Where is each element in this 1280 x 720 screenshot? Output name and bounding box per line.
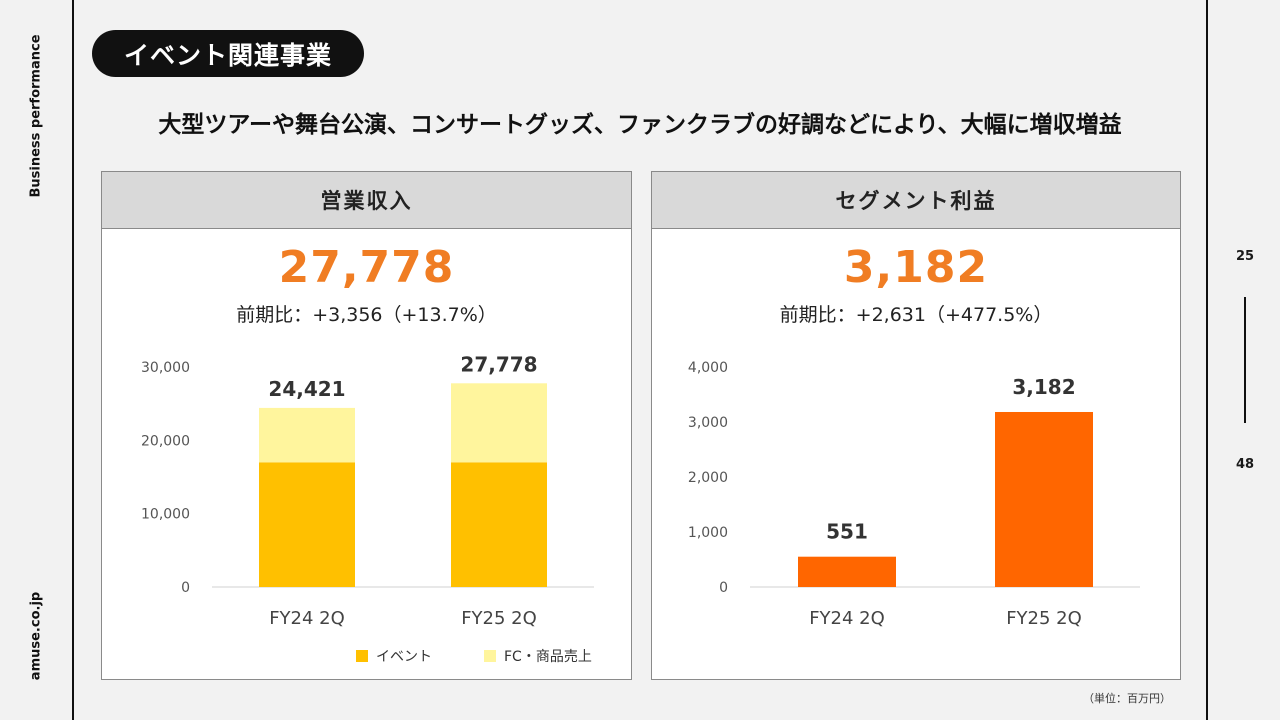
revenue-total-label: 27,778 bbox=[460, 352, 537, 376]
profit-x-tick-label: FY24 2Q bbox=[809, 608, 885, 629]
revenue-y-tick-label: 0 bbox=[181, 580, 190, 596]
profit-value-label: 3,182 bbox=[1012, 375, 1075, 399]
revenue-panel-title: 営業収入 bbox=[102, 172, 631, 229]
revenue-y-tick-label: 10,000 bbox=[141, 507, 190, 523]
page-current: 25 bbox=[1235, 249, 1255, 264]
headline: 大型ツアーや舞台公演、コンサートグッズ、ファンクラブの好調などにより、大幅に増収… bbox=[158, 112, 1122, 138]
revenue-x-tick-label: FY25 2Q bbox=[461, 608, 537, 629]
profit-chart: 0 1,000 2,000 3,000 4,000 551 FY24 2Q 3,182 FY25… bbox=[688, 360, 1140, 629]
revenue-legend-swatch bbox=[484, 650, 496, 662]
revenue-bar-fc-goods bbox=[259, 407, 355, 463]
unit-note: （単位：百万円） bbox=[1083, 692, 1171, 705]
profit-panel-title: セグメント利益 bbox=[652, 172, 1180, 229]
profit-y-tick-label: 1,000 bbox=[688, 525, 728, 541]
revenue-legend-swatch bbox=[356, 650, 368, 662]
profit-value: 3,182 bbox=[843, 242, 989, 293]
revenue-x-tick-label: FY24 2Q bbox=[269, 608, 345, 629]
profit-y-tick-label: 0 bbox=[719, 580, 728, 596]
revenue-total-label: 24,421 bbox=[268, 377, 345, 401]
section-title: イベント関連事業 bbox=[92, 30, 364, 77]
revenue-value: 27,778 bbox=[278, 242, 455, 293]
left-divider bbox=[72, 0, 74, 720]
profit-y-tick-label: 3,000 bbox=[688, 415, 728, 431]
revenue-panel: 営業収入 27,778 前期比：+3,356（+13.7%） 0 10,000 20… bbox=[101, 171, 632, 680]
revenue-y-tick-label: 30,000 bbox=[141, 360, 190, 376]
profit-panel: セグメント利益 3,182 前期比：+2,631（+477.5%） 0 1,000… bbox=[651, 171, 1181, 680]
revenue-legend-label: FC・商品売上 bbox=[504, 649, 592, 665]
side-label-site: amuse.co.jp bbox=[28, 591, 44, 681]
right-divider bbox=[1206, 0, 1208, 720]
page-indicator-bar bbox=[1244, 297, 1246, 423]
profit-yoy: 前期比：+2,631（+477.5%） bbox=[779, 304, 1053, 326]
profit-y-tick-label: 2,000 bbox=[688, 470, 728, 486]
revenue-yoy: 前期比：+3,356（+13.7%） bbox=[236, 304, 497, 326]
profit-bar bbox=[995, 411, 1093, 587]
profit-bar bbox=[798, 556, 896, 587]
profit-x-tick-label: FY25 2Q bbox=[1006, 608, 1082, 629]
side-label-business-performance: Business performance bbox=[28, 34, 44, 198]
revenue-bar-fc-goods bbox=[451, 383, 547, 463]
revenue-bar-event bbox=[451, 462, 547, 587]
profit-y-tick-label: 4,000 bbox=[688, 360, 728, 376]
revenue-legend-label: イベント bbox=[376, 649, 432, 665]
page-total: 48 bbox=[1235, 457, 1255, 472]
profit-value-label: 551 bbox=[826, 520, 868, 544]
revenue-bar-event bbox=[259, 462, 355, 587]
revenue-chart: 0 10,000 20,000 30,000 24,421 FY24 2Q 27,778 FY… bbox=[141, 352, 594, 665]
revenue-y-tick-label: 20,000 bbox=[141, 433, 190, 449]
